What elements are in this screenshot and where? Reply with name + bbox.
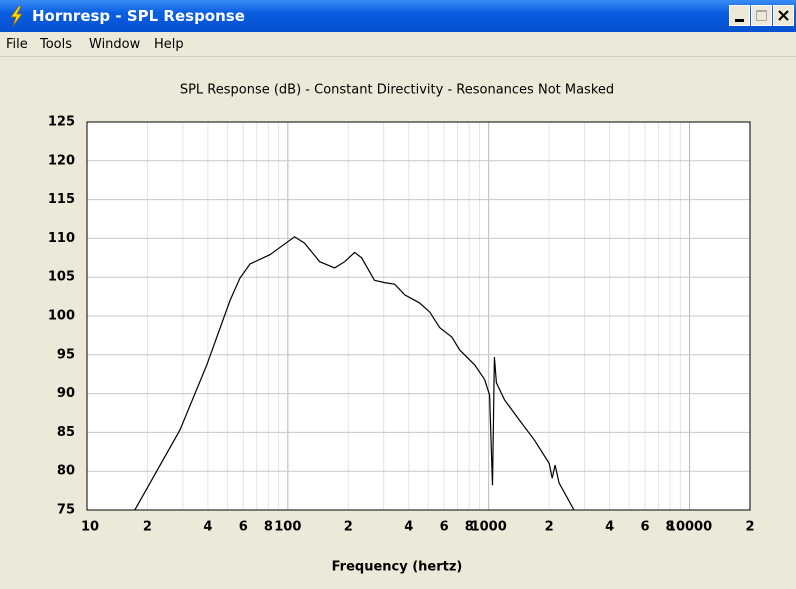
close-button[interactable]	[773, 5, 794, 26]
plot-border	[86, 121, 751, 511]
y-tick-label: 75	[57, 503, 75, 518]
menu-item[interactable]: Tools	[40, 37, 73, 52]
x-tick-label: 6	[640, 520, 649, 535]
y-tick-label: 90	[57, 386, 75, 401]
x-tick-label: 4	[203, 520, 212, 535]
x-tick-label: 2	[143, 520, 152, 535]
x-tick-label: 4	[404, 520, 413, 535]
y-tick-label: 85	[57, 425, 75, 440]
x-axis-label: Frequency (hertz)	[332, 560, 463, 575]
x-tick-label: 1000	[471, 520, 507, 535]
x-tick-label: 6	[239, 520, 248, 535]
x-tick-label: 8	[264, 520, 273, 535]
minimize-button[interactable]	[729, 5, 750, 26]
window-title: Hornresp - SPL Response	[32, 7, 245, 25]
app-icon	[10, 6, 23, 26]
x-tick-label: 8	[666, 520, 675, 535]
menu-item[interactable]: File	[6, 37, 28, 52]
x-tick-label: 6	[440, 520, 449, 535]
y-tick-label: 80	[57, 464, 75, 479]
x-tick-label: 4	[605, 520, 614, 535]
spl-line	[134, 236, 575, 511]
y-tick-label: 110	[48, 231, 75, 246]
maximize-button[interactable]	[751, 5, 772, 26]
title-bar: Hornresp - SPL Response	[0, 0, 796, 32]
y-tick-label: 95	[57, 347, 75, 362]
y-tick-label: 115	[48, 192, 75, 207]
menu-item[interactable]: Help	[154, 37, 184, 52]
x-tick-label: 100	[274, 520, 301, 535]
x-tick-label: 2	[545, 520, 554, 535]
chart: SPL Response (dB) - Constant Directivity…	[48, 83, 755, 575]
x-tick-label: 8	[465, 520, 474, 535]
x-tick-label: 2	[344, 520, 353, 535]
y-tick-label: 125	[48, 115, 75, 130]
menu-bar: File Tools Window Help	[0, 32, 796, 57]
y-tick-label: 105	[48, 270, 75, 285]
chart-title: SPL Response (dB) - Constant Directivity…	[180, 83, 614, 98]
y-tick-label: 100	[48, 309, 75, 324]
x-tick-label: 10000	[667, 520, 712, 535]
y-tick-label: 120	[48, 153, 75, 168]
menu-item[interactable]: Window	[89, 37, 141, 52]
x-tick-label: 10	[81, 520, 99, 535]
x-tick-label: 2	[745, 520, 754, 535]
